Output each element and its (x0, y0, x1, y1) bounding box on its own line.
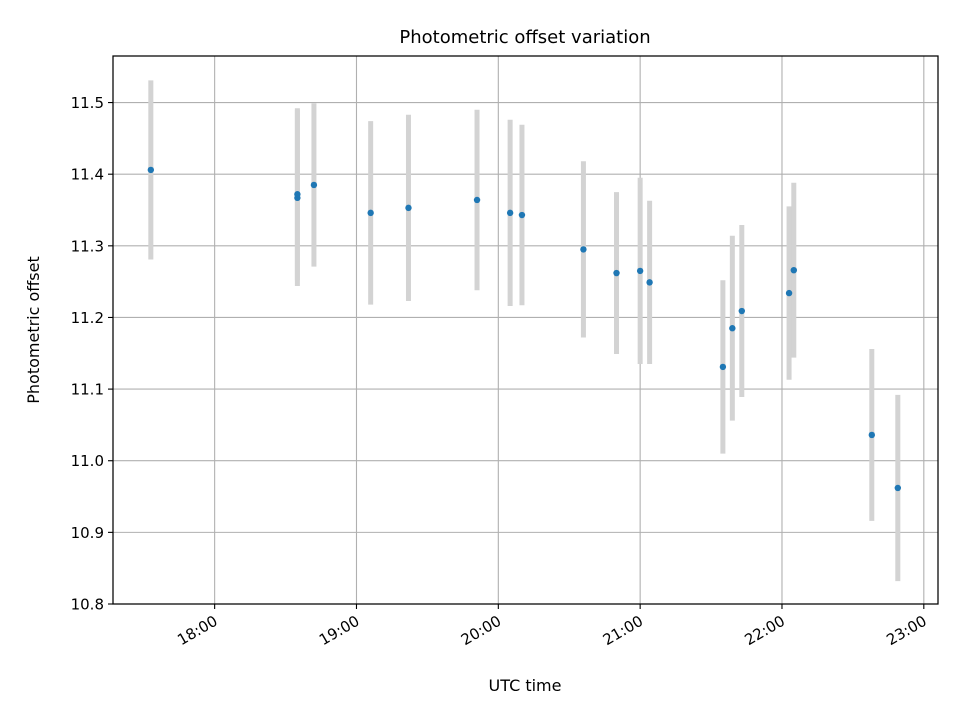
y-tick-label: 10.8 (71, 596, 104, 614)
y-tick-label: 10.9 (71, 524, 104, 542)
data-point (580, 246, 587, 253)
x-axis-label: UTC time (489, 676, 562, 695)
data-point (405, 204, 412, 212)
y-axis-label: Photometric offset (24, 256, 43, 404)
x-tick-label: 21:00 (600, 612, 646, 649)
y-axis: 10.8 10.9 11.0 11.1 11.2 11.3 11.4 11.5 (71, 94, 113, 614)
data-point (473, 196, 481, 204)
y-tick-label: 11.0 (71, 452, 104, 470)
y-tick-label: 11.3 (71, 237, 104, 255)
x-tick-label: 19:00 (316, 612, 362, 649)
data-point (613, 269, 620, 277)
data-point (790, 266, 798, 274)
plot-frame (112, 55, 939, 605)
grid (113, 56, 938, 605)
plot-background (113, 56, 938, 604)
data-point (719, 363, 727, 371)
y-tick-label: 11.1 (71, 381, 104, 399)
data-point (646, 279, 653, 286)
x-tick-label: 20:00 (458, 612, 504, 649)
data-point (518, 211, 526, 219)
chart-title: Photometric offset variation (399, 27, 650, 48)
y-tick-label: 11.5 (71, 94, 104, 112)
data-point (738, 307, 745, 315)
data-point (367, 209, 374, 217)
data-point (729, 325, 736, 332)
data-point (785, 289, 793, 297)
data-point (636, 267, 644, 275)
y-tick-label: 11.2 (71, 309, 104, 327)
data-point (147, 166, 155, 174)
data-point (868, 431, 876, 439)
x-tick-label: 22:00 (742, 612, 788, 649)
data-point (310, 181, 318, 189)
y-tick-label: 11.4 (71, 166, 104, 184)
data-point (294, 191, 301, 198)
data-points (147, 166, 902, 492)
x-axis: 18:00 19:00 20:00 21:00 22:00 23:00 (174, 604, 930, 649)
x-tick-label: 18:00 (174, 612, 220, 649)
x-tick-label: 23:00 (883, 612, 929, 649)
data-point (506, 209, 514, 217)
data-point (894, 484, 902, 492)
